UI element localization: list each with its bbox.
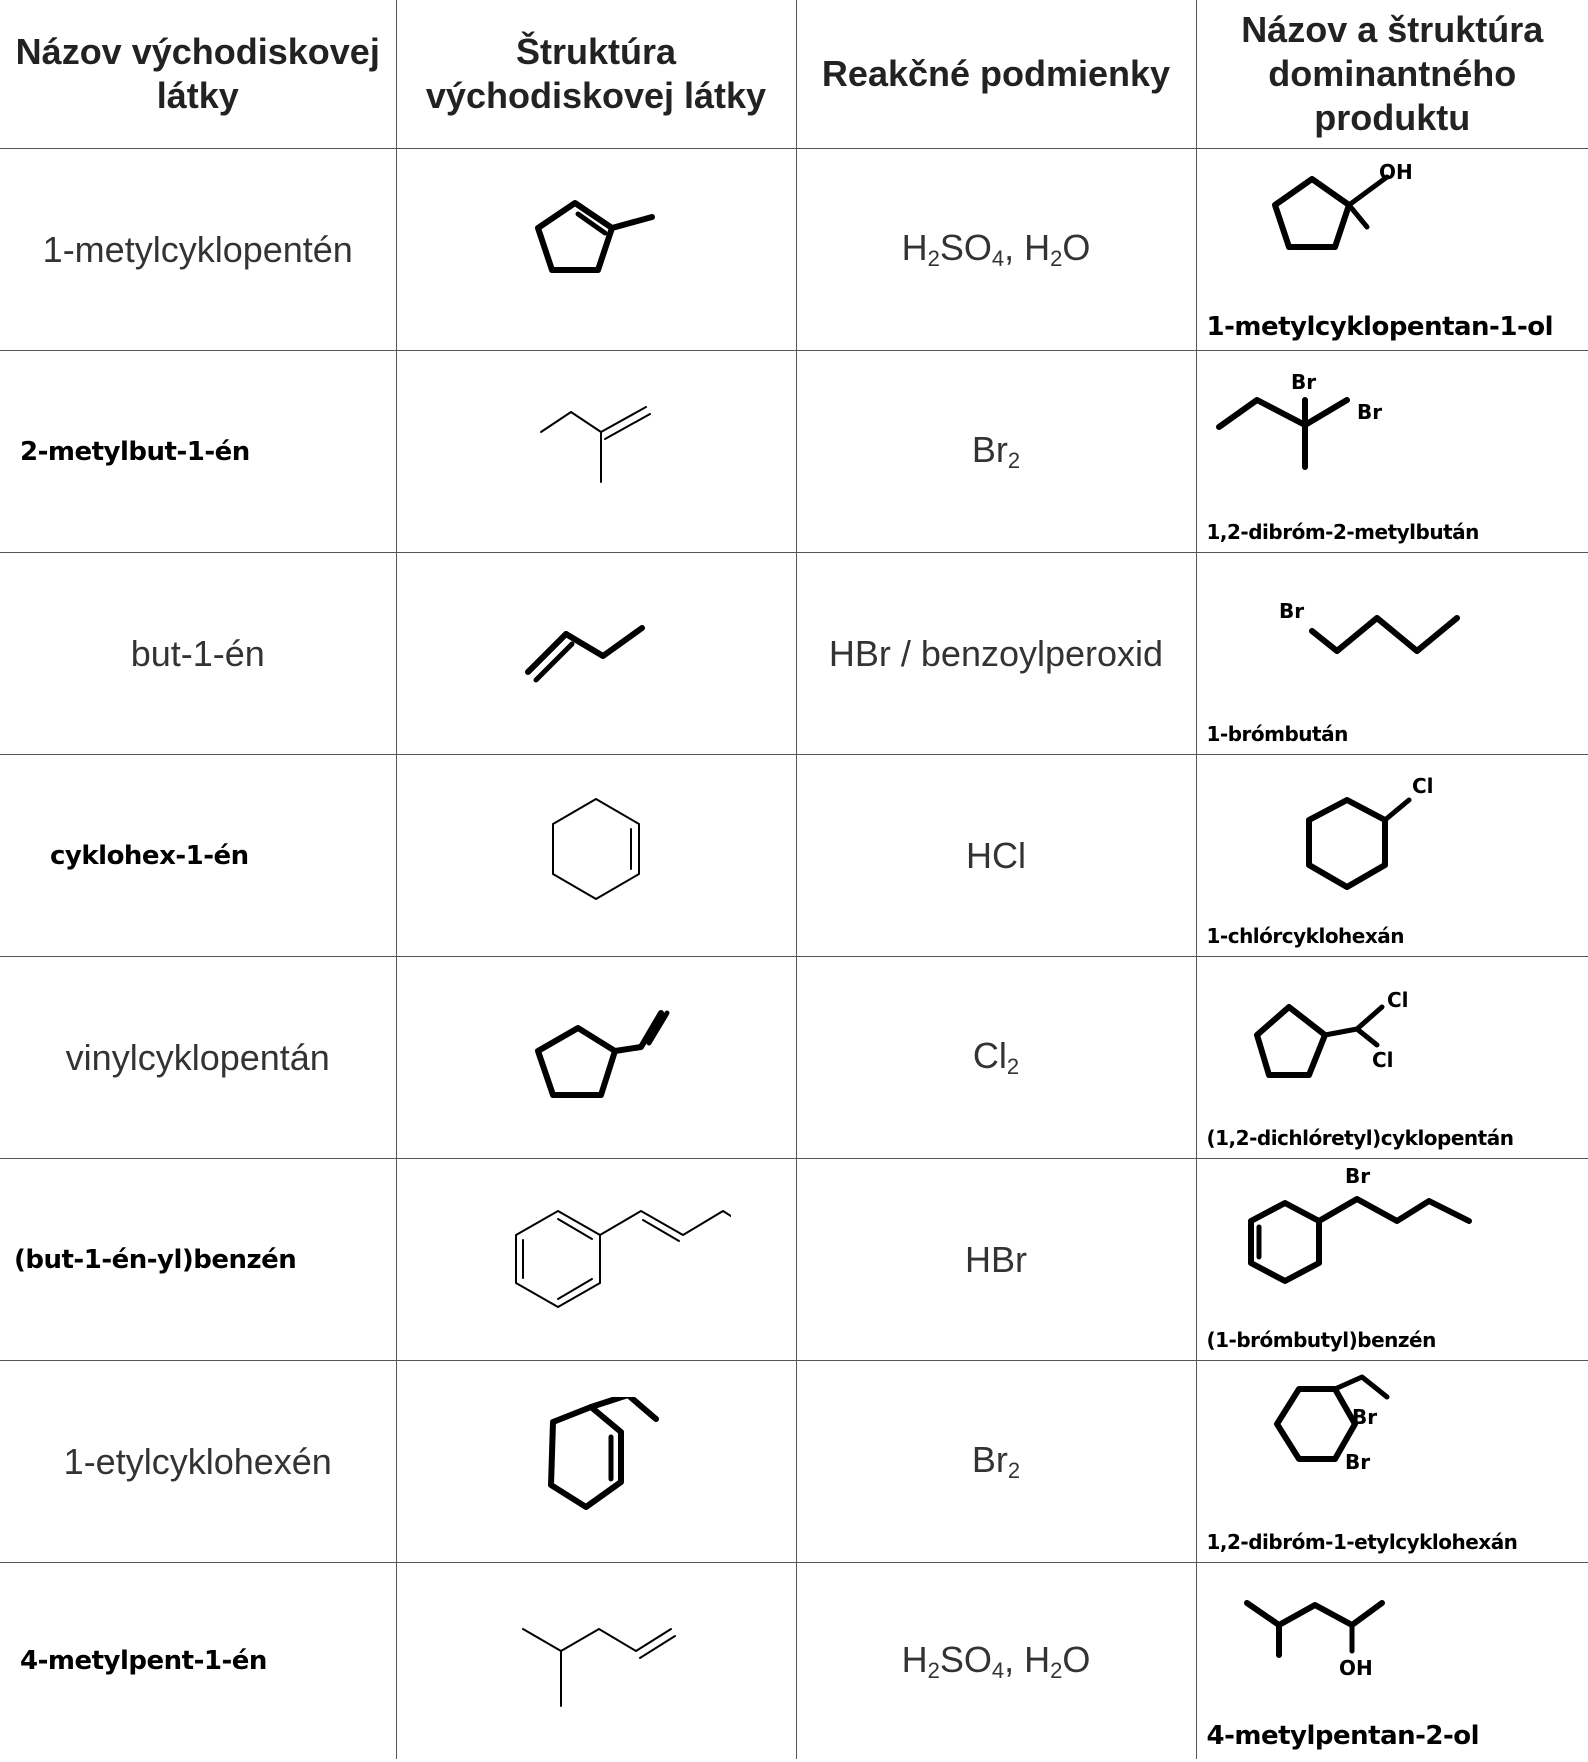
reactant-structure-cell bbox=[395, 552, 797, 755]
table-row: 1-metylcyklopentén H2SO4, H2O OH 1-metyl… bbox=[0, 148, 1588, 351]
br-label: Br bbox=[1279, 599, 1304, 623]
reactant-name-cell: 2-metylbut-1-én bbox=[0, 350, 397, 553]
br-label: Br bbox=[1352, 1405, 1377, 1429]
header-reactant-name: Názov východiskovej látky bbox=[0, 0, 397, 149]
methylpentene-structure bbox=[522, 1628, 676, 1707]
butenylbenzene-structure bbox=[515, 1209, 731, 1308]
reactant-structure-cell bbox=[395, 956, 797, 1159]
reactant-name-cell: 4-metylpent-1-én bbox=[0, 1562, 397, 1759]
butene-structure bbox=[525, 624, 645, 682]
product-name: 1,2-dibróm-2-metylbután bbox=[1206, 520, 1480, 544]
conditions: Cl2 bbox=[972, 1035, 1020, 1079]
header-conditions: Reakčné podmienky bbox=[795, 0, 1197, 149]
reactant-name-cell: 1-metylcyklopentén bbox=[0, 148, 397, 351]
table-row: 2-metylbut-1-én Br2 Br Br 1,2-dibróm-2-m… bbox=[0, 350, 1588, 553]
product-name: (1-brómbutyl)benzén bbox=[1206, 1328, 1437, 1352]
conditions-cell: Br2 bbox=[795, 350, 1197, 553]
product-cell: Br Br 1,2-dibróm-1-etylcyklohexán bbox=[1195, 1360, 1588, 1563]
product-name: 1-brómbután bbox=[1206, 722, 1349, 746]
header-product: Názov a štruktúra dominantného produktu bbox=[1195, 0, 1588, 149]
table-row: but-1-én HBr / benzoylperoxid Br 1-brómb… bbox=[0, 552, 1588, 755]
product-name: 1,2-dibróm-1-etylcyklohexán bbox=[1206, 1530, 1518, 1554]
table-row: cyklohex-1-én HCl Cl 1-chlórcyklohexán bbox=[0, 754, 1588, 957]
reactant-name: but-1-én bbox=[130, 632, 265, 674]
reactant-structure-cell bbox=[395, 148, 797, 351]
table-row: 4-metylpent-1-én H2SO4, H2O OH 4-metylpe… bbox=[0, 1562, 1588, 1759]
product-name: 4-metylpentan-2-ol bbox=[1206, 1721, 1480, 1751]
reactant-structure-cell bbox=[395, 754, 797, 957]
reactant-structure-cell bbox=[395, 1158, 797, 1361]
product-cell: OH 4-metylpentan-2-ol bbox=[1195, 1562, 1588, 1759]
product-structure: Cl bbox=[1305, 774, 1434, 890]
product-structure: Br Br bbox=[1215, 370, 1382, 470]
table-row: (but-1-én-yl)benzén HBr Br (1-brómbut bbox=[0, 1158, 1588, 1361]
conditions: HCl bbox=[966, 834, 1026, 876]
product-cell: Br Br 1,2-dibróm-2-metylbután bbox=[1195, 350, 1588, 553]
conditions-cell: HBr bbox=[795, 1158, 1197, 1361]
conditions-cell: HBr / benzoylperoxid bbox=[795, 552, 1197, 755]
reactant-name: 1-metylcyklopentén bbox=[42, 228, 353, 270]
product-name: 1-chlórcyklohexán bbox=[1206, 924, 1405, 948]
product-structure: Br bbox=[1247, 1164, 1472, 1284]
cl-label: Cl bbox=[1387, 988, 1409, 1012]
conditions: H2SO4, H2O bbox=[901, 1638, 1091, 1683]
reactant-name-cell: 1-etylcyklohexén bbox=[0, 1360, 397, 1563]
reactant-structure-cell bbox=[395, 1562, 797, 1759]
methylbutene-structure bbox=[540, 405, 651, 483]
conditions: Br2 bbox=[971, 429, 1021, 473]
reactant-name: 4-metylpent-1-én bbox=[20, 1646, 267, 1676]
reactant-name-cell: but-1-én bbox=[0, 552, 397, 755]
conditions-cell: H2SO4, H2O bbox=[795, 148, 1197, 351]
reactant-name: cyklohex-1-én bbox=[50, 840, 249, 871]
product-structure: Br bbox=[1279, 599, 1460, 654]
methylcyclopentene-structure bbox=[535, 199, 655, 273]
header-reactant-structure: Štruktúra východiskovej látky bbox=[395, 0, 797, 149]
header-row: Názov východiskovej látky Štruktúra vých… bbox=[0, 0, 1588, 149]
product-cell: Br (1-brómbutyl)benzén bbox=[1195, 1158, 1588, 1361]
reactant-name-cell: cyklohex-1-én bbox=[0, 754, 397, 957]
product-name: (1,2-dichlóretyl)cyklopentán bbox=[1206, 1126, 1514, 1150]
product-cell: Br 1-brómbután bbox=[1195, 552, 1588, 755]
reactant-name: 1-etylcyklohexén bbox=[63, 1440, 332, 1482]
conditions: H2SO4, H2O bbox=[901, 227, 1091, 271]
product-cell: Cl Cl (1,2-dichlóretyl)cyklopentán bbox=[1195, 956, 1588, 1159]
oh-label: OH bbox=[1379, 160, 1413, 184]
product-structure: OH bbox=[1243, 1600, 1385, 1680]
vinylcyclopentane-structure bbox=[535, 1009, 670, 1098]
reactant-name-cell: vinylcyklopentán bbox=[0, 956, 397, 1159]
cl-label: Cl bbox=[1412, 774, 1434, 798]
reactant-name: (but-1-én-yl)benzén bbox=[14, 1244, 297, 1275]
conditions-cell: H2SO4, H2O bbox=[795, 1562, 1197, 1759]
cl-label: Cl bbox=[1372, 1048, 1394, 1072]
reactant-name-cell: (but-1-én-yl)benzén bbox=[0, 1158, 397, 1361]
br-label: Br bbox=[1345, 1450, 1370, 1474]
conditions-cell: Cl2 bbox=[795, 956, 1197, 1159]
ethylcyclohexene-structure bbox=[548, 1396, 659, 1510]
reactant-name: vinylcyklopentán bbox=[65, 1036, 330, 1078]
conditions-cell: Br2 bbox=[795, 1360, 1197, 1563]
oh-label: OH bbox=[1339, 1656, 1373, 1680]
conditions: HBr bbox=[965, 1238, 1027, 1280]
product-structure: Br Br bbox=[1273, 1374, 1389, 1474]
reactant-structure-cell bbox=[395, 1360, 797, 1563]
br-label: Br bbox=[1345, 1164, 1370, 1188]
br-label: Br bbox=[1291, 370, 1316, 394]
reactant-structure-cell bbox=[395, 350, 797, 553]
reactant-name: 2-metylbut-1-én bbox=[20, 436, 250, 467]
product-name: 1-metylcyklopentan-1-ol bbox=[1206, 312, 1554, 342]
conditions: Br2 bbox=[971, 1439, 1021, 1483]
table-row: vinylcyklopentán Cl2 Cl Cl (1,2-dichlóre… bbox=[0, 956, 1588, 1159]
conditions-cell: HCl bbox=[795, 754, 1197, 957]
conditions: HBr / benzoylperoxid bbox=[828, 632, 1164, 674]
product-cell: OH 1-metylcyklopentan-1-ol bbox=[1195, 148, 1588, 351]
cyclohexene-structure bbox=[552, 797, 640, 900]
product-cell: Cl 1-chlórcyklohexán bbox=[1195, 754, 1588, 957]
product-structure: Cl Cl bbox=[1253, 988, 1409, 1078]
br-label: Br bbox=[1357, 400, 1382, 424]
table-row: 1-etylcyklohexén Br2 Br Br 1,2-dibróm-1-… bbox=[0, 1360, 1588, 1563]
product-structure: OH bbox=[1271, 160, 1413, 250]
